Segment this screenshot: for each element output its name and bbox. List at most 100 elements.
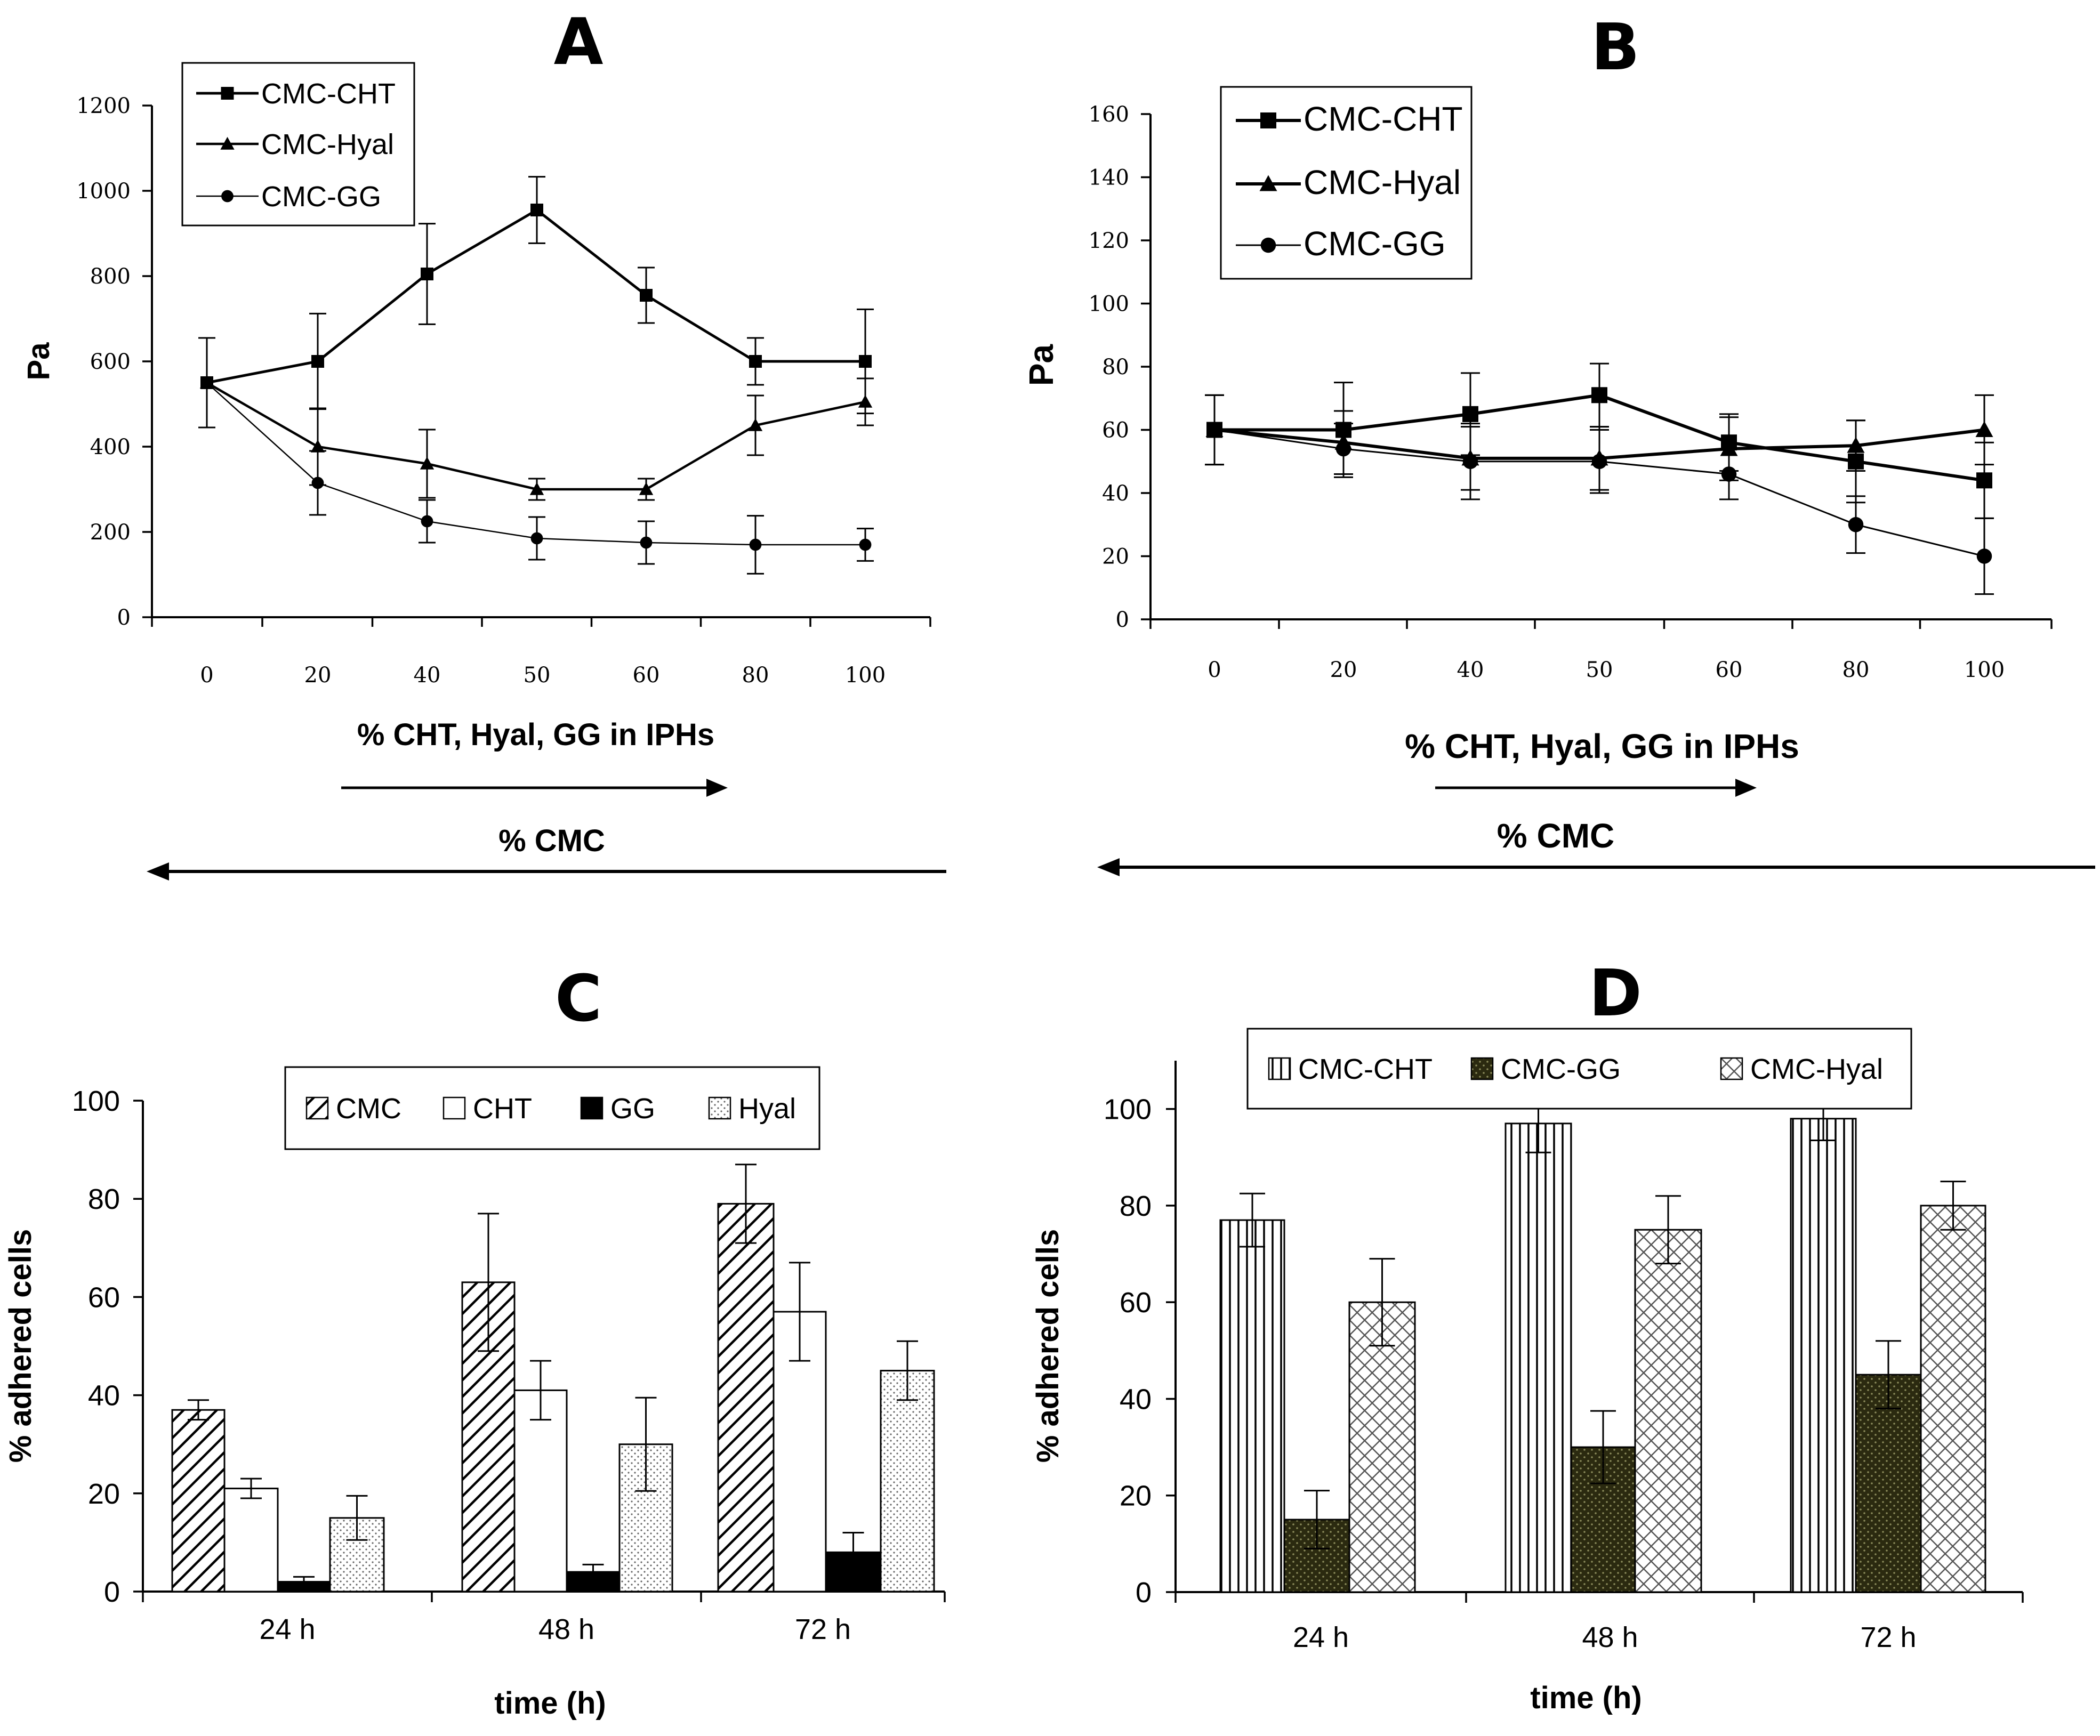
legend-label: CMC-CHT <box>261 78 396 110</box>
y-tick-label: 60 <box>1120 1287 1152 1319</box>
bar-cmc-cht <box>1504 1123 1572 1593</box>
y-tick-label: 100 <box>1104 1094 1152 1126</box>
data-point-cmc-hyal <box>310 439 325 453</box>
data-point-cmc-hyal <box>858 394 873 408</box>
x-axis-title: time (h) <box>1530 1681 1642 1715</box>
legend-swatch-marker <box>221 190 234 203</box>
legend-label: CMC-GG <box>261 181 381 213</box>
y-tick-label: 20 <box>88 1478 120 1510</box>
x-tick-label: 100 <box>845 663 886 688</box>
legend-swatch <box>1720 1057 1743 1080</box>
x-tick-label: 72 h <box>795 1613 851 1645</box>
data-point-cmc-gg <box>749 538 762 551</box>
y-tick-label: 600 <box>90 350 131 374</box>
data-point-cmc-gg <box>1206 422 1222 438</box>
panel-letter-a: A <box>554 5 604 79</box>
legend-label: CHT <box>473 1093 532 1125</box>
y-tick-label: 0 <box>1116 608 1129 632</box>
y-tick-label: 200 <box>90 520 131 545</box>
x-tick-label: 0 <box>1208 658 1221 682</box>
data-point-cmc-cht <box>749 355 762 368</box>
y-tick-label: 1000 <box>76 179 131 204</box>
y-tick-label: 60 <box>1102 418 1129 443</box>
x-tick-label: 72 h <box>1860 1621 1916 1653</box>
data-point-cmc-gg <box>1721 466 1737 482</box>
legend-label: CMC-Hyal <box>1304 163 1461 201</box>
x-tick-label: 48 h <box>538 1613 594 1645</box>
panel-letter-b: B <box>1591 11 1639 85</box>
left-arrow-head <box>1097 858 1120 876</box>
x-axis-title: % CHT, Hyal, GG in IPHs <box>1405 727 1799 765</box>
data-point-cmc-gg <box>311 477 324 489</box>
legend-label: Hyal <box>738 1093 796 1125</box>
data-point-cmc-gg <box>1591 454 1607 469</box>
bar-cmc-cht <box>1790 1118 1857 1593</box>
y-tick-label: 80 <box>1120 1190 1152 1222</box>
y-tick-label: 20 <box>1120 1480 1152 1512</box>
data-point-cmc-cht <box>640 289 653 302</box>
y-tick-label: 0 <box>104 1576 120 1608</box>
legend-swatch-marker <box>1260 112 1276 128</box>
data-point-cmc-hyal <box>748 418 763 431</box>
data-point-cmc-gg <box>640 536 653 549</box>
data-point-cmc-hyal <box>1975 421 1993 437</box>
y-tick-label: 400 <box>90 435 131 459</box>
x-tick-label: 60 <box>1716 658 1743 682</box>
x-tick-label: 24 h <box>259 1613 315 1645</box>
legend-label: GG <box>610 1093 655 1125</box>
x-tick-label: 50 <box>524 663 551 688</box>
x-tick-label: 20 <box>1330 658 1357 682</box>
y-tick-label: 160 <box>1089 102 1129 127</box>
data-point-cmc-cht <box>1591 387 1607 403</box>
legend-swatch <box>305 1096 329 1120</box>
x-tick-label: 100 <box>1964 658 2005 682</box>
legend-swatch-marker <box>1259 175 1277 191</box>
panel-c-bar-chart: 0 20 40 60 80 100 24 h 48 h 72 h % adhered cells t… <box>3 1066 946 1721</box>
bar-cmc-hyal <box>1634 1229 1702 1593</box>
legend-swatch <box>442 1096 466 1120</box>
y-tick-label: 0 <box>117 605 131 630</box>
x-tick-label: 24 h <box>1293 1621 1349 1653</box>
y-tick-label: 40 <box>1102 481 1129 506</box>
legend-label: CMC-CHT <box>1298 1053 1433 1085</box>
x-tick-label: 40 <box>1457 658 1484 682</box>
data-point-cmc-cht <box>1462 406 1478 422</box>
panel-d-bar-chart: 0 20 40 60 80 100 24 h 48 h 72 h % adhered cells t… <box>1031 1028 2024 1715</box>
panel-letter-c: C <box>555 962 602 1036</box>
legend-swatch <box>580 1096 604 1120</box>
legend-label: CMC-GG <box>1501 1053 1621 1085</box>
y-axis-title: Pa <box>21 342 56 381</box>
x-tick-label: 20 <box>304 663 332 688</box>
y-tick-label: 80 <box>1102 355 1129 380</box>
x-tick-label: 0 <box>200 663 213 688</box>
x-tick-label: 60 <box>633 663 660 688</box>
data-point-cmc-gg <box>1462 454 1478 469</box>
panel-letter-d: D <box>1589 957 1642 1031</box>
legend-swatch-marker <box>221 87 234 100</box>
x-axis-title: % CHT, Hyal, GG in IPHs <box>357 717 714 752</box>
y-tick-label: 20 <box>1102 545 1129 569</box>
legend-swatch-marker <box>220 136 235 150</box>
y-axis-title: Pa <box>1022 344 1060 386</box>
data-point-cmc-cht <box>859 355 872 368</box>
data-point-cmc-gg <box>859 538 872 551</box>
right-arrow-head <box>706 779 728 797</box>
y-tick-label: 1200 <box>76 94 131 118</box>
legend-label: CMC-CHT <box>1304 100 1463 138</box>
panel-b-line-chart: 0 20 40 60 80 100 120 140 160 0 20 40 50 60 80 100 Pa % C… <box>1022 86 2095 876</box>
data-point-cmc-gg <box>1976 548 1992 564</box>
y-tick-label: 40 <box>1120 1383 1152 1415</box>
left-arrow-head <box>147 862 169 881</box>
legend-label: CMC <box>336 1093 401 1125</box>
x-axis-title: time (h) <box>494 1686 606 1721</box>
legend-label: CMC-Hyal <box>1750 1053 1883 1085</box>
data-point-cmc-gg <box>1848 517 1864 532</box>
data-point-cmc-hyal <box>639 482 654 495</box>
series-line-cmc-hyal <box>206 382 866 491</box>
data-point-cmc-gg <box>530 532 543 545</box>
x-tick-label: 80 <box>1842 658 1870 682</box>
legend-swatch-marker <box>1260 237 1276 253</box>
x-tick-label: 48 h <box>1582 1621 1638 1653</box>
legend-swatch <box>708 1096 731 1120</box>
